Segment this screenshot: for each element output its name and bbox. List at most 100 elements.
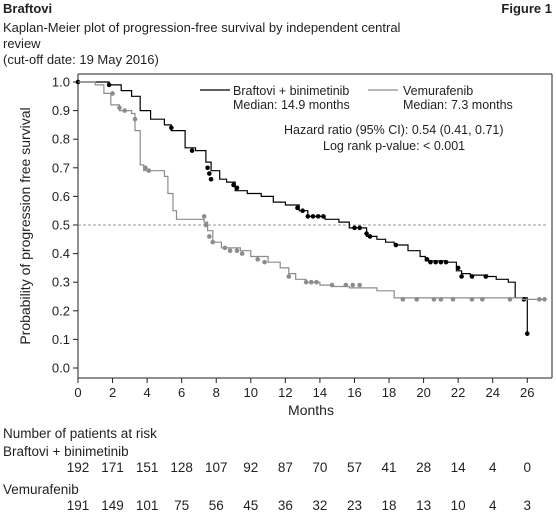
legend: Braftovi + binimetinib Median: 14.9 mont… <box>200 84 513 112</box>
x-tick-label: 26 <box>520 385 534 400</box>
x-tick-label: 14 <box>313 385 327 400</box>
censor-mark-vemurafenib <box>122 108 127 113</box>
censor-mark-braftovi <box>428 259 433 265</box>
risk-value: 32 <box>312 498 327 513</box>
risk-value: 92 <box>243 460 258 475</box>
y-tick-label: 0.4 <box>52 246 70 261</box>
risk-value: 45 <box>243 498 258 513</box>
axis-ticks: 0.00.10.20.30.40.50.60.70.80.91.00 2 4 6 8 10… <box>52 75 535 401</box>
x-tick-label: 6 <box>178 385 185 400</box>
risk-value: 191 <box>67 498 90 513</box>
censor-mark-vemurafenib <box>469 297 475 302</box>
risk-value: 171 <box>101 460 124 475</box>
censor-mark-braftovi <box>321 214 326 219</box>
x-tick-label: 24 <box>485 385 499 400</box>
censor-mark-vemurafenib <box>201 214 207 219</box>
chart-subtitle: Kaplan-Meier plot of progression-free su… <box>3 20 423 68</box>
censor-mark-braftovi <box>300 208 305 213</box>
x-tick-label: 2 <box>109 385 116 400</box>
censor-mark-braftovi <box>208 176 214 182</box>
legend-label-vemurafenib: Vemurafenib <box>403 84 473 98</box>
y-tick-label: 0.6 <box>52 189 70 204</box>
censor-mark-vemurafenib <box>222 245 228 251</box>
censor-mark-vemurafenib <box>210 239 216 245</box>
log-rank-annotation: Log rank p-value: < 0.001 <box>323 139 465 153</box>
censor-mark-braftovi <box>459 274 464 279</box>
censor-mark-vemurafenib <box>207 234 212 239</box>
x-tick-label: 8 <box>213 385 220 400</box>
censor-mark-vemurafenib <box>357 282 362 288</box>
censor-mark-vemurafenib <box>438 297 444 302</box>
censor-mark-braftovi <box>207 171 212 176</box>
risk-value: 57 <box>347 460 362 475</box>
series-layer <box>75 79 547 336</box>
censor-mark-vemurafenib <box>343 282 349 288</box>
censor-mark-braftovi <box>524 331 530 336</box>
risk-value: 128 <box>170 460 193 475</box>
censor-mark-vemurafenib <box>431 297 437 302</box>
censor-mark-vemurafenib <box>143 165 148 171</box>
censor-mark-braftovi <box>438 259 444 265</box>
censor-mark-braftovi <box>357 225 362 231</box>
risk-value: 41 <box>382 460 397 475</box>
censor-mark-braftovi <box>364 231 369 236</box>
risk-value: 107 <box>205 460 228 475</box>
legend-median-vemurafenib: Median: 7.3 months <box>403 98 513 112</box>
x-tick-label: 4 <box>144 385 151 400</box>
risk-value: 56 <box>209 498 224 513</box>
y-tick-label: 0.5 <box>52 218 70 233</box>
x-tick-label: 10 <box>244 385 258 400</box>
plot-axes <box>77 73 553 379</box>
censor-mark-vemurafenib <box>262 259 267 265</box>
risk-value: 4 <box>489 460 497 475</box>
risk-value: 87 <box>278 460 293 475</box>
censor-mark-vemurafenib <box>286 274 292 279</box>
censor-mark-braftovi <box>305 214 311 219</box>
censor-mark-vemurafenib <box>227 248 233 254</box>
risk-value: 13 <box>416 498 431 513</box>
censor-mark-vemurafenib <box>308 279 314 285</box>
censor-mark-braftovi <box>483 274 489 279</box>
risk-value: 18 <box>382 498 397 513</box>
censor-mark-vemurafenib <box>542 297 547 302</box>
y-tick-label: 0.8 <box>52 132 70 147</box>
censor-mark-vemurafenib <box>117 105 122 111</box>
censor-mark-braftovi <box>352 225 357 231</box>
risk-value: 14 <box>451 460 467 475</box>
figure-label: Figure 1 <box>501 1 552 16</box>
censor-mark-vemurafenib <box>480 297 485 302</box>
x-tick-label: 22 <box>451 385 465 400</box>
censor-mark-vemurafenib <box>303 279 309 285</box>
censor-mark-braftovi <box>231 182 236 188</box>
risk-value: 70 <box>312 460 327 475</box>
risk-value: 151 <box>136 460 159 475</box>
censor-mark-braftovi <box>393 242 399 248</box>
risk-value: 36 <box>278 498 293 513</box>
series-line-vemurafenib <box>78 81 545 300</box>
risk-table-title: Number of patients at risk <box>3 426 157 441</box>
legend-label-braftovi: Braftovi + binimetinib <box>233 84 349 98</box>
censor-mark-vemurafenib <box>507 297 513 302</box>
y-tick-label: 1.0 <box>52 75 70 90</box>
censor-mark-vemurafenib <box>146 168 152 173</box>
risk-value: 101 <box>136 498 159 513</box>
y-tick-label: 0.9 <box>52 103 70 118</box>
censor-mark-braftovi <box>189 148 195 153</box>
hazard-ratio-annotation: Hazard ratio (95% CI): 0.54 (0.41, 0.71) <box>284 123 504 137</box>
y-tick-label: 0.0 <box>52 361 70 376</box>
x-tick-label: 16 <box>347 385 361 400</box>
censor-mark-braftovi <box>234 185 240 191</box>
censor-mark-braftovi <box>169 125 174 131</box>
censor-mark-vemurafenib <box>414 297 419 302</box>
subtitle-line-1: Kaplan-Meier plot of progression-free su… <box>3 20 401 51</box>
risk-value: 23 <box>347 498 362 513</box>
risk-value: 4 <box>489 498 497 513</box>
x-tick-label: 12 <box>278 385 292 400</box>
legend-median-braftovi: Median: 14.9 months <box>233 98 350 112</box>
y-tick-label: 0.3 <box>52 275 70 290</box>
censor-mark-vemurafenib <box>450 297 456 302</box>
censor-mark-vemurafenib <box>329 282 335 288</box>
risk-value: 75 <box>174 498 189 513</box>
censor-mark-braftovi <box>443 259 449 265</box>
